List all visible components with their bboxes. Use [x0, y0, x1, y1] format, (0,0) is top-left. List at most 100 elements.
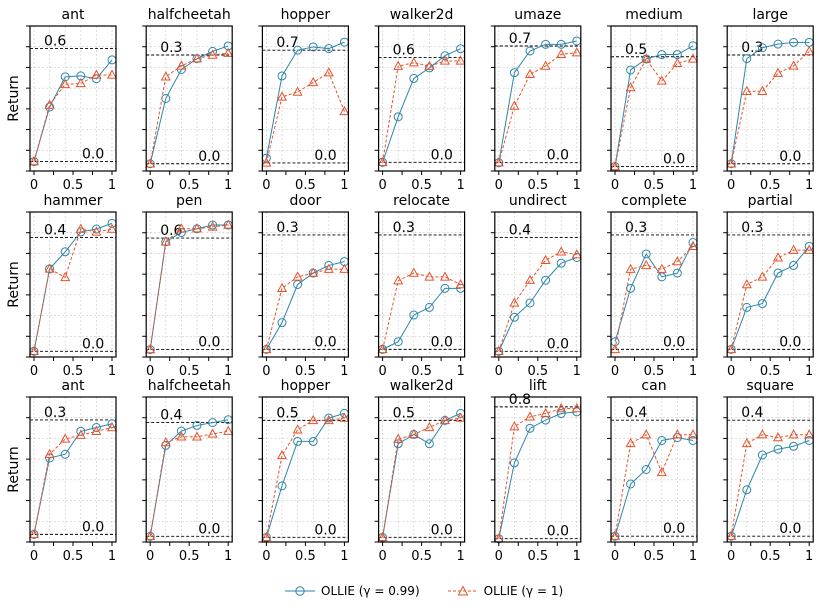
reference-label: 0.3	[276, 220, 298, 236]
reference-label: 0.8	[509, 392, 531, 408]
data-point-gamma-1	[571, 47, 582, 57]
data-point-gamma-1	[788, 244, 799, 254]
y-axis-label-row-2: Return	[6, 261, 22, 307]
data-point-gamma-099	[409, 310, 419, 320]
data-point-gamma-1	[757, 85, 768, 95]
x-tick-label: 0.5	[760, 549, 781, 564]
x-tick-label: 0	[378, 178, 386, 193]
x-tick-label: 1	[224, 364, 232, 379]
panel-title: undirect	[509, 193, 567, 209]
data-point-gamma-1	[772, 67, 784, 77]
data-point-gamma-1	[509, 100, 520, 110]
plot-frame	[29, 211, 117, 358]
series-line-gamma-099	[265, 261, 345, 350]
data-point-gamma-1	[556, 246, 567, 256]
data-point-gamma-1	[292, 271, 303, 281]
x-tick-label: 1	[456, 178, 464, 193]
reference-label: 0.0	[663, 521, 685, 537]
x-tick-label: 0	[262, 364, 270, 379]
data-point-gamma-1	[207, 49, 218, 59]
y-axis-label-row-3: Return	[6, 446, 22, 492]
data-point-gamma-1	[556, 48, 567, 59]
panel-can-20: 0.4 0.0 0 0.5 1 can	[607, 378, 699, 564]
data-point-gamma-1	[524, 411, 536, 421]
x-tick-label: 0	[146, 364, 154, 379]
data-point-gamma-099	[176, 227, 186, 237]
data-point-gamma-1	[509, 421, 520, 431]
x-tick-label: 0.5	[527, 364, 548, 379]
panel-title: walker2d	[390, 7, 454, 23]
data-point-gamma-1	[44, 99, 55, 109]
data-point-gamma-099	[757, 299, 767, 309]
reference-label: 0.7	[276, 35, 298, 51]
series-line-gamma-099	[498, 40, 577, 163]
x-tick-label: 1	[224, 549, 232, 564]
plot-frame	[145, 396, 233, 543]
data-point-gamma-1	[223, 425, 234, 435]
data-point-gamma-1	[625, 437, 636, 448]
data-point-gamma-099	[509, 458, 519, 468]
series-line-gamma-1	[265, 417, 345, 538]
panel-title: ant	[62, 378, 85, 394]
data-point-gamma-099	[440, 283, 450, 293]
x-tick-label: 0.5	[295, 364, 316, 379]
series-line-gamma-1	[614, 58, 694, 167]
panel-undirect-12: 0.4 0.0 0 0.5 1 undirect	[490, 193, 582, 379]
panel-title: complete	[621, 193, 686, 209]
series-line-gamma-1	[730, 249, 810, 350]
panel-partial-14: 0.3 0.0 0 0.5 1 partial	[723, 193, 815, 379]
panel-medium-6: 0.5 0.0 0 0.5 1 medium	[607, 7, 699, 193]
data-point-gamma-1	[672, 256, 683, 266]
data-point-gamma-1	[726, 530, 737, 540]
data-point-gamma-1	[44, 448, 55, 458]
reference-label: 0.0	[547, 524, 569, 540]
data-point-gamma-1	[145, 530, 156, 541]
data-point-gamma-1	[292, 424, 303, 434]
reference-label: 0.3	[625, 220, 647, 236]
data-point-gamma-099	[324, 44, 334, 54]
panel-square-21: 0.4 0.0 0 0.5 1 square	[723, 378, 815, 564]
x-tick-label: 1	[108, 178, 116, 193]
x-tick-label: 0.5	[63, 549, 84, 564]
data-point-gamma-1	[191, 223, 203, 233]
data-point-gamma-1	[672, 57, 683, 68]
data-point-gamma-1	[726, 343, 737, 354]
series-line-gamma-099	[730, 41, 810, 164]
data-point-gamma-1	[493, 345, 504, 356]
data-point-gamma-1	[261, 157, 272, 167]
data-point-gamma-1	[804, 244, 815, 254]
data-point-gamma-1	[424, 271, 435, 281]
data-point-gamma-099	[91, 224, 101, 234]
reference-label: 0.3	[741, 220, 763, 236]
data-point-gamma-1	[276, 282, 288, 293]
data-point-gamma-099	[657, 50, 667, 60]
data-point-gamma-1	[176, 60, 187, 70]
data-point-gamma-1	[556, 402, 567, 413]
reference-label: 0.0	[198, 335, 220, 351]
panel-walker2d-18: 0.5 0.0 0 0.5 1 walker2d	[374, 378, 466, 564]
reference-label: 0.5	[625, 42, 647, 58]
data-point-gamma-099	[626, 479, 636, 489]
reference-label: 0.4	[625, 405, 647, 421]
data-point-gamma-1	[804, 429, 815, 439]
reference-label: 0.0	[314, 522, 336, 538]
plot-frame	[494, 396, 582, 543]
x-tick-label: 0	[495, 364, 503, 379]
data-point-gamma-099	[277, 71, 287, 81]
data-point-gamma-099	[789, 260, 799, 270]
plot-frame	[610, 25, 698, 172]
panel-title: hopper	[281, 378, 331, 394]
data-point-gamma-1	[408, 428, 419, 439]
x-tick-label: 1	[689, 549, 697, 564]
data-point-gamma-1	[393, 433, 404, 443]
reference-label: 0.0	[547, 336, 569, 352]
panel-hopper-17: 0.5 0.0 0 0.5 1 hopper	[258, 378, 350, 564]
data-point-gamma-099	[657, 436, 667, 445]
data-point-gamma-099	[773, 444, 783, 454]
data-point-gamma-1	[687, 53, 699, 63]
series-line-gamma-1	[498, 251, 577, 352]
series-line-gamma-099	[382, 48, 461, 163]
panel-title: medium	[625, 7, 683, 23]
data-point-gamma-099	[176, 426, 186, 436]
data-point-gamma-1	[207, 221, 218, 231]
